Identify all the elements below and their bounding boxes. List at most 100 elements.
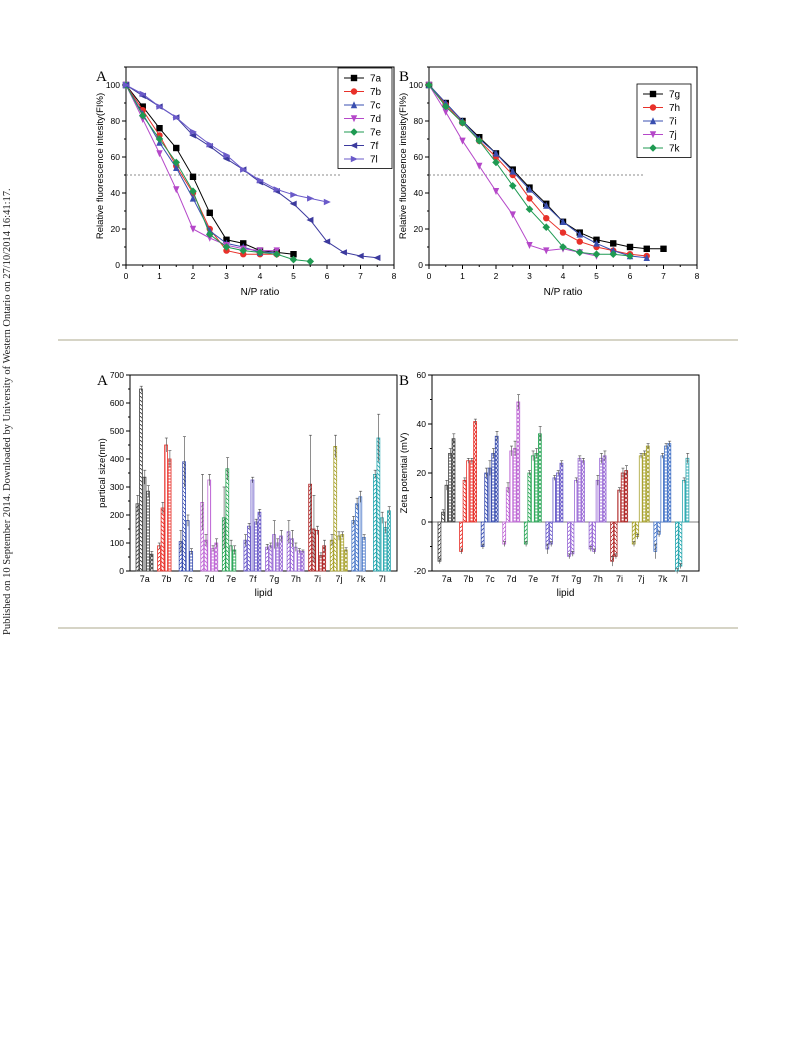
bar-7b — [473, 421, 477, 523]
bar-group-7k — [653, 440, 672, 559]
x-tick-label: 0 — [124, 271, 129, 281]
legend: 7a 7b 7c 7d 7e 7f 7l — [337, 67, 393, 169]
bar-7a — [444, 484, 449, 523]
x-tick-label: 6 — [325, 271, 330, 281]
legend-label-7d: 7d — [370, 114, 381, 125]
category-label: 7g — [571, 574, 581, 584]
x-tick-label: 4 — [561, 271, 566, 281]
x-axis-label: lipid — [557, 588, 575, 599]
legend: 7g 7h 7i 7j 7k — [636, 83, 692, 158]
bar-7k — [653, 521, 658, 552]
x-tick-label: 5 — [291, 271, 296, 281]
bar-7g — [577, 457, 582, 523]
data-point-7k — [559, 243, 567, 251]
data-point-7f — [373, 254, 381, 261]
x-tick-label: 8 — [392, 271, 397, 281]
x-tick-label: 5 — [594, 271, 599, 281]
bar-7f — [254, 521, 258, 572]
bar-7f — [250, 479, 255, 572]
series-7e — [122, 81, 315, 266]
zeta-potential-chart: -20 0 20 40 60 lipid Zeta potential (mV) B 7a 7b 7… — [399, 370, 700, 599]
data-point-7l — [273, 186, 281, 193]
y-tick-label: 20 — [111, 224, 121, 234]
bar-7c — [491, 452, 496, 523]
bar-group-7k — [351, 490, 366, 572]
legend-marker-7g — [649, 90, 657, 98]
bar-group-7g — [265, 520, 283, 572]
data-point-7a — [290, 251, 297, 258]
data-point-7d — [173, 186, 180, 194]
data-point-7e — [189, 187, 197, 195]
y-tick-label: 80 — [111, 116, 121, 126]
data-point-7l — [223, 152, 231, 159]
bar-group-7c — [480, 431, 499, 549]
legend-label-7f: 7f — [370, 141, 379, 152]
bar-7k — [656, 521, 661, 535]
bar-group-7a — [135, 385, 154, 572]
bar-7e — [225, 468, 230, 572]
legend-marker-7d — [350, 115, 358, 123]
bar-7i — [318, 555, 323, 572]
y-tick-label: 0 — [421, 517, 426, 527]
bar-group-7j — [631, 443, 650, 547]
x-tick-label: 7 — [358, 271, 363, 281]
bar-7l — [678, 521, 683, 567]
bar-7e — [527, 472, 532, 523]
series-7h — [425, 81, 650, 260]
legend-marker-7b — [350, 88, 358, 95]
category-label: 7b — [463, 574, 473, 584]
bar-7d — [502, 521, 507, 545]
data-point-7i — [593, 239, 600, 247]
y-tick-label: 700 — [110, 370, 124, 380]
bar-7g — [272, 534, 276, 572]
x-tick-label: 7 — [661, 271, 666, 281]
bar-7i — [620, 472, 625, 523]
data-point-7k — [609, 250, 618, 258]
category-label: 7c — [485, 574, 495, 584]
bar-7d — [505, 487, 510, 523]
bar-7i — [617, 489, 622, 523]
bar-7a — [146, 490, 150, 572]
category-label: 7k — [356, 574, 366, 584]
bar-7a — [142, 476, 147, 572]
bar-7k — [667, 443, 672, 523]
data-point-7e — [306, 257, 315, 266]
y-tick-label: 60 — [111, 152, 121, 162]
legend-label-7h: 7h — [669, 103, 680, 114]
bar-7h — [588, 521, 593, 550]
data-point-7i — [543, 201, 550, 209]
legend-label-7j: 7j — [669, 130, 677, 141]
x-tick-label: 2 — [191, 271, 196, 281]
bar-group-7a — [437, 433, 456, 564]
bar-7l — [373, 473, 377, 572]
bar-group-7f — [243, 476, 262, 572]
legend-marker-7f — [350, 142, 358, 149]
y-tick-label: 20 — [417, 468, 427, 478]
data-point-7k — [525, 205, 534, 213]
x-axis-label: lipid — [255, 588, 273, 599]
bar-7j — [631, 521, 636, 545]
y-tick-label: 60 — [414, 152, 424, 162]
bar-7l — [682, 479, 686, 523]
y-tick-label: 600 — [110, 398, 124, 408]
panel-label: B — [399, 373, 409, 389]
bar-7l — [380, 517, 384, 572]
data-point-7f — [189, 132, 197, 139]
bar-group-7b — [459, 418, 477, 554]
bar-7j — [343, 549, 348, 572]
data-point-7l — [307, 195, 315, 202]
bar-group-7e — [221, 457, 237, 572]
category-label: 7f — [551, 574, 559, 584]
category-label: 7c — [183, 574, 193, 584]
y-tick-label: 100 — [110, 538, 124, 548]
bar-7j — [638, 455, 643, 523]
data-point-7l — [156, 103, 164, 110]
data-point-7f — [289, 200, 297, 207]
bar-7c — [480, 521, 485, 547]
bar-group-7e — [523, 426, 542, 547]
series-line-7i — [428, 84, 647, 259]
category-label: 7d — [507, 574, 517, 584]
bar-7f — [559, 462, 564, 523]
bar-7k — [358, 496, 363, 572]
